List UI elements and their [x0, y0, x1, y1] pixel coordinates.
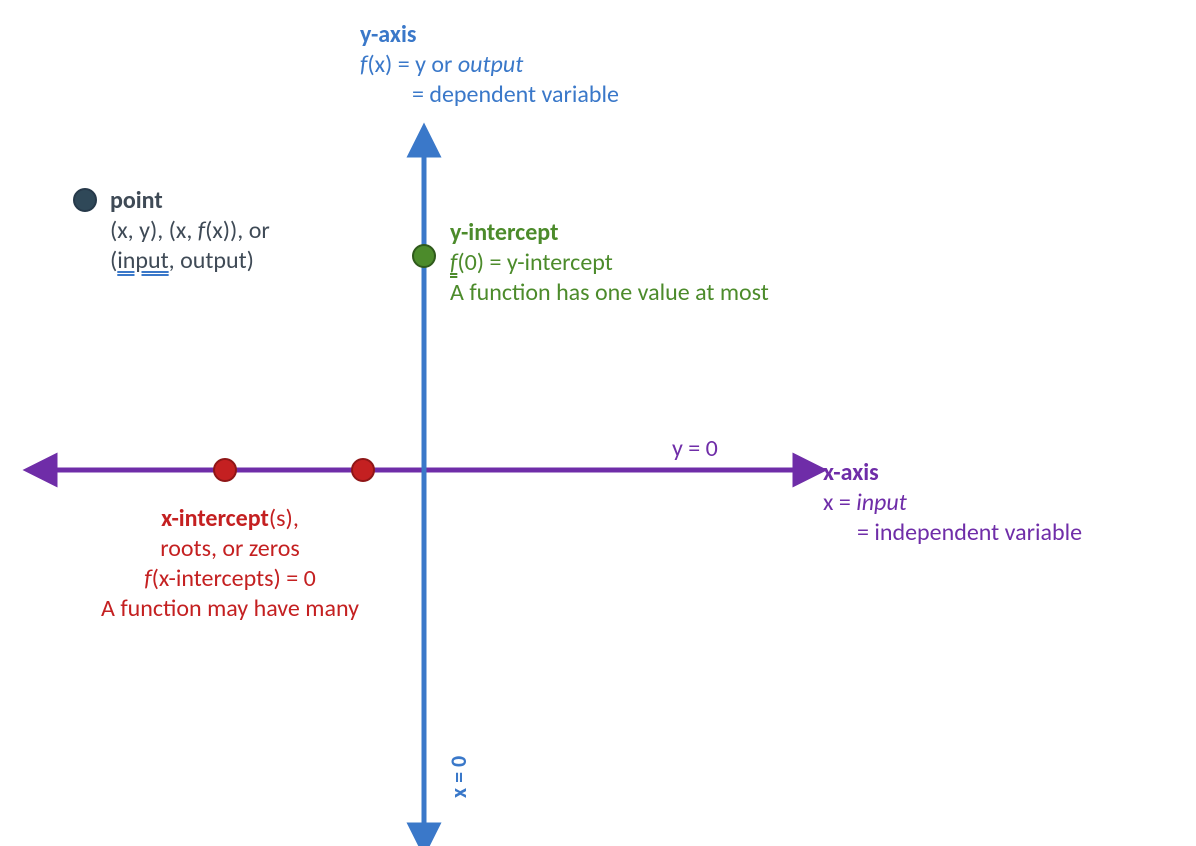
x-axis-title: x-axis — [823, 458, 879, 487]
y-axis-label-block: y-axis f(x) = y or output = dependent va… — [360, 20, 619, 110]
x-equals-zero-label: x = 0 — [445, 756, 473, 798]
x-intercept-point-marker-2 — [352, 459, 374, 481]
yint-l2b: (0) = y-intercept — [457, 248, 612, 277]
y-axis-line2-output: output — [458, 50, 523, 79]
y-intercept-point-marker — [413, 245, 435, 267]
axes-plot — [0, 0, 1196, 846]
xint-l2: roots, or zeros — [160, 534, 300, 563]
y-equals-zero-label: y = 0 — [672, 434, 718, 464]
y-axis-line2: f(x) = y or output — [360, 50, 619, 80]
y-intercept-line3: A function has one value at most — [450, 278, 769, 308]
x-axis-line2: x = input — [823, 488, 1082, 518]
point-title: point — [110, 186, 163, 215]
xint-l4: A function may have many — [101, 594, 359, 623]
y-axis-title: y-axis — [360, 20, 416, 49]
x-intercept-point-marker-1 — [214, 459, 236, 481]
point-l3b: input — [117, 246, 168, 275]
xint-l3a: f — [144, 564, 151, 593]
yint-l3: A function has one value at most — [450, 278, 769, 307]
y-axis-line2-mid: (x) = y or — [367, 50, 458, 79]
point-line2: (x, y), (x, f(x)), or — [110, 216, 270, 246]
point-l2c: (x)), or — [205, 216, 270, 245]
xaxis-l2b: input — [856, 488, 907, 517]
point-l2b: f — [198, 216, 205, 245]
xint-t1: x-intercept — [161, 504, 269, 533]
xaxis-l3: = independent variable — [857, 518, 1082, 547]
point-l3c: , output) — [169, 246, 254, 275]
x-equals-zero-text: x = 0 — [445, 756, 472, 798]
y-intercept-title: y-intercept — [450, 218, 558, 247]
xint-t1b: (s), — [269, 504, 299, 533]
y-equals-zero-text: y = 0 — [672, 434, 718, 463]
point-l2a: (x, y), (x, — [110, 216, 198, 245]
x-axis-label-block: x-axis x = input = independent variable — [823, 458, 1082, 548]
y-axis-line3: = dependent variable — [360, 80, 619, 110]
generic-point-marker — [74, 189, 96, 211]
y-intercept-line2: f(0) = y-intercept — [450, 248, 769, 278]
x-intercept-label-block: x-intercept(s), roots, or zeros f(x-inte… — [30, 504, 430, 624]
x-intercept-line3: f(x-intercepts) = 0 — [30, 564, 430, 594]
x-intercept-line1: x-intercept(s), — [30, 504, 430, 534]
diagram-stage: y-axis f(x) = y or output = dependent va… — [0, 0, 1196, 846]
point-label-block: point (x, y), (x, f(x)), or (input, outp… — [110, 186, 270, 276]
xint-l3b: (x-intercepts) = 0 — [152, 564, 316, 593]
x-intercept-line2: roots, or zeros — [30, 534, 430, 564]
x-axis-line3: = independent variable — [823, 518, 1082, 548]
xaxis-l2a: x = — [823, 488, 856, 517]
y-intercept-label-block: y-intercept f(0) = y-intercept A functio… — [450, 218, 769, 308]
y-axis-line3-text: = dependent variable — [412, 80, 619, 109]
point-line3: (input, output) — [110, 246, 270, 276]
x-intercept-line4: A function may have many — [30, 594, 430, 624]
